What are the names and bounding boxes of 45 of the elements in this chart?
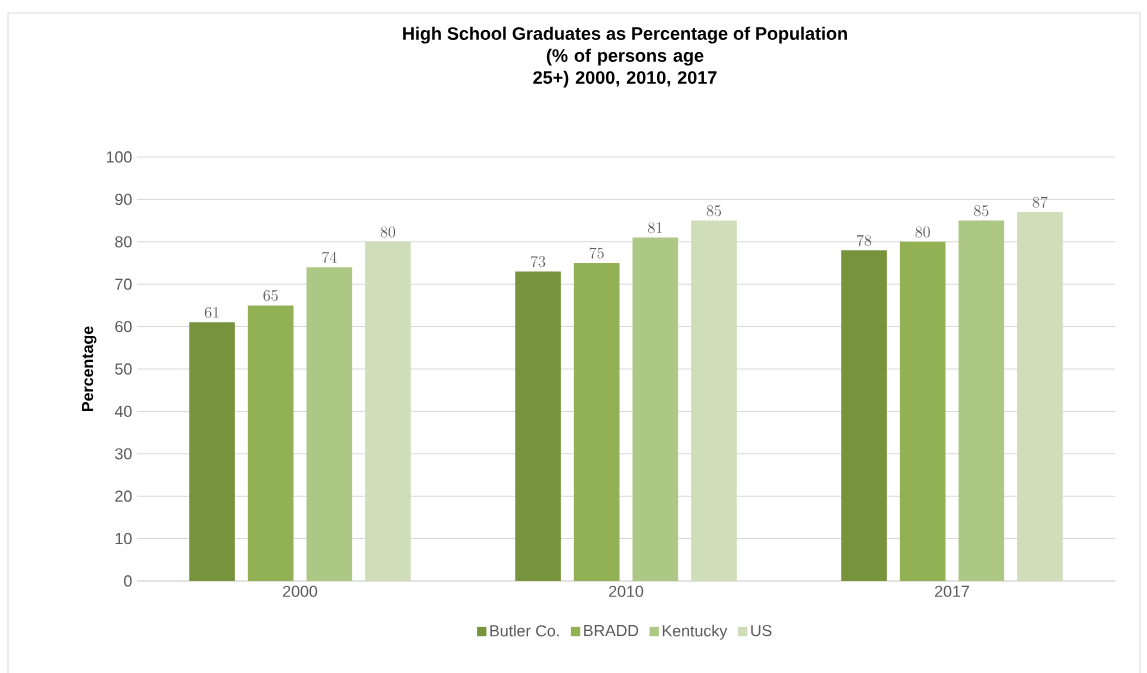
y-tick-label: 80 — [115, 236, 132, 248]
bar — [899, 241, 946, 581]
data-label: 73 — [531, 255, 546, 268]
bar — [841, 250, 887, 581]
y-tick-label: 0 — [124, 575, 132, 587]
data-label: 65 — [263, 290, 278, 302]
legend-label: Butler Co. — [490, 624, 559, 637]
x-tick-label: 2010 — [609, 585, 644, 598]
bar — [573, 262, 620, 581]
legend-label: BRADD — [584, 625, 639, 637]
data-label: 87 — [1032, 196, 1048, 208]
chart-title: High School Graduates as Percentage of Population — [403, 26, 847, 44]
y-tick-label: 90 — [115, 193, 132, 206]
y-axis-title: Percentage — [82, 326, 97, 412]
y-tick-label: 40 — [114, 405, 132, 418]
x-tick-label: 2000 — [283, 585, 318, 598]
bar — [632, 237, 679, 581]
data-label: 78 — [857, 234, 872, 246]
data-label: 85 — [974, 205, 989, 217]
y-tick-label: 20 — [115, 490, 132, 502]
y-tick-label: 70 — [115, 278, 132, 290]
data-label: 85 — [706, 205, 721, 217]
data-label: 61 — [204, 306, 219, 318]
data-label: 74 — [322, 251, 337, 263]
bar — [1017, 212, 1063, 581]
y-tick-label: 60 — [115, 320, 132, 333]
data-label: 80 — [915, 226, 930, 238]
legend-label: Kentucky — [662, 624, 728, 640]
y-tick-label: 10 — [115, 532, 132, 545]
x-tick-label: 2017 — [935, 585, 969, 598]
legend-label: US — [751, 624, 772, 637]
data-label: 75 — [589, 247, 604, 259]
bar — [189, 322, 235, 581]
bar — [515, 271, 561, 581]
y-tick-label: 100 — [106, 151, 132, 163]
bar — [958, 220, 1005, 581]
chart-subtitle: (% of persons age 25+) 2000, 2010, 2017 — [533, 48, 717, 88]
y-tick-label: 50 — [115, 363, 132, 375]
bar — [306, 267, 353, 581]
y-tick-label: 30 — [115, 448, 132, 460]
bar — [691, 220, 737, 581]
bar — [247, 305, 294, 581]
bar — [365, 241, 411, 581]
data-label: 81 — [648, 222, 662, 234]
data-label: 80 — [380, 226, 396, 238]
